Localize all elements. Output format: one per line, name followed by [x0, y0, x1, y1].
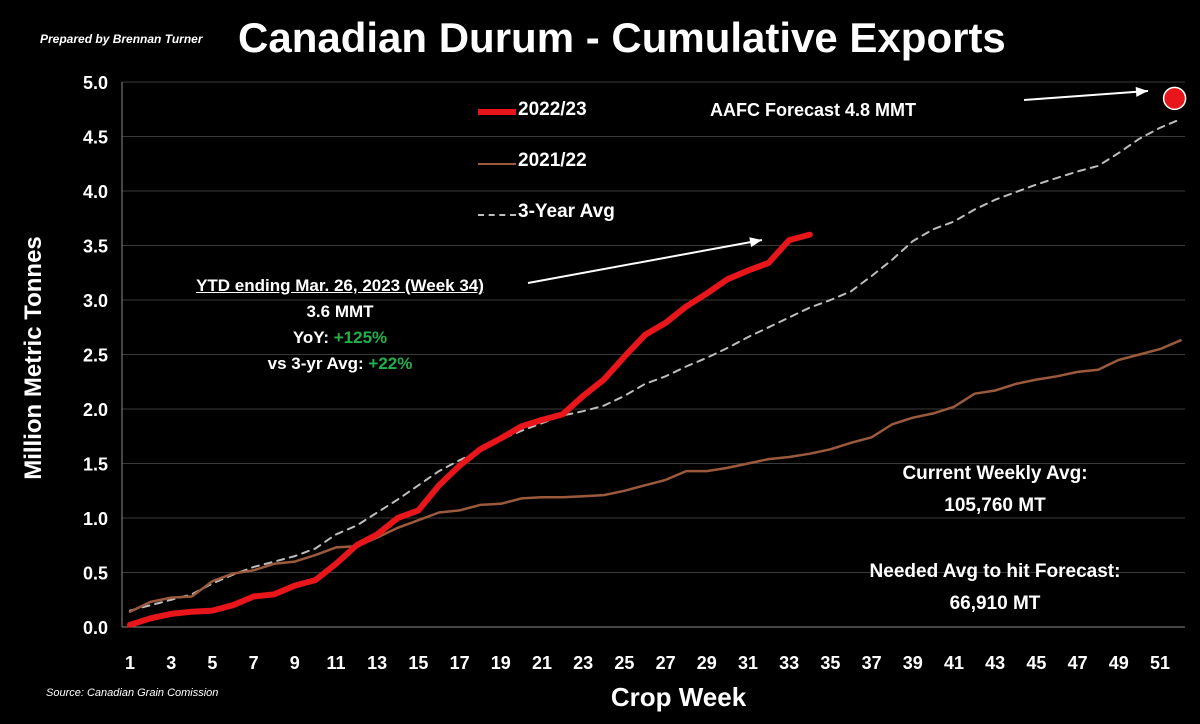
yoy-value: +125%	[333, 328, 388, 347]
y-tick-label: 2.5	[83, 346, 108, 366]
y-tick-label: 1.0	[83, 509, 108, 529]
forecast-point-marker	[1162, 86, 1187, 111]
needed-avg-value: 66,910 MT	[949, 593, 1041, 614]
x-tick-label: 51	[1150, 653, 1170, 673]
series-line-2022-23	[127, 231, 813, 628]
needed-avg-label: Needed Avg to hit Forecast:	[869, 561, 1121, 582]
x-tick-label: 3	[166, 653, 176, 673]
x-tick-label: 35	[820, 653, 840, 673]
x-tick-label: 15	[408, 653, 428, 673]
legend-item-2022-23: 2022/23	[476, 95, 646, 146]
annotation-arrows	[527, 86, 1149, 284]
source-note: Source: Canadian Grain Comission	[46, 687, 219, 699]
x-tick-label: 21	[532, 653, 552, 673]
weekly-avg-value: 105,760 MT	[944, 495, 1046, 516]
legend-label-3yr-avg: 3-Year Avg	[518, 201, 615, 222]
x-tick-label: 43	[985, 653, 1005, 673]
legend-item-2021-22: 2021/22	[476, 146, 646, 197]
x-tick-label: 29	[697, 653, 717, 673]
x-tick-label: 47	[1068, 653, 1088, 673]
yoy-label: YoY:	[292, 328, 334, 347]
x-tick-label: 37	[862, 653, 882, 673]
x-tick-label: 5	[207, 653, 217, 673]
series-line-3yr-avg	[129, 118, 1182, 612]
needed-avg-annotation: Needed Avg to hit Forecast: 66,910 MT	[840, 556, 1150, 620]
series-group	[127, 86, 1187, 628]
y-tick-label: 3.0	[83, 291, 108, 311]
x-tick-label: 17	[450, 653, 470, 673]
legend-swatch-2022-23	[478, 109, 516, 115]
yoy-line: YoY: +125%	[150, 325, 530, 351]
series-line-2021-22	[128, 339, 1182, 613]
ytd-heading: YTD ending Mar. 26, 2023 (Week 34)	[196, 276, 484, 295]
y-tick-label: 4.0	[83, 182, 108, 202]
weekly-avg-label: Current Weekly Avg:	[902, 463, 1088, 484]
y-tick-label: 3.5	[83, 237, 108, 257]
x-tick-label: 19	[491, 653, 511, 673]
y-tick-label: 1.5	[83, 455, 108, 475]
ytd-arrow-shaft	[527, 239, 763, 284]
x-tick-label: 7	[249, 653, 259, 673]
legend-item-3yr-avg: 3-Year Avg	[476, 197, 646, 248]
x-tick-label: 39	[903, 653, 923, 673]
x-tick-label: 9	[290, 653, 300, 673]
y-tick-label: 0.0	[83, 618, 108, 638]
chart-title: Canadian Durum - Cumulative Exports	[238, 14, 1006, 61]
ytd-arrow-head	[749, 237, 762, 248]
x-tick-label: 41	[944, 653, 964, 673]
legend: 2022/23 2021/22 3-Year Avg	[476, 95, 646, 248]
ytd-value: 3.6 MMT	[306, 302, 374, 321]
vs-avg-label: vs 3-yr Avg:	[267, 354, 369, 373]
y-axis: 0.0 0.5 1.0 1.5 2.0 2.5 3.0 3.5 4.0 4.5 5.0	[83, 73, 123, 638]
legend-swatch-2021-22	[478, 163, 516, 165]
forecast-annotation: AAFC Forecast 4.8 MMT	[710, 100, 917, 120]
x-axis-label: Crop Week	[610, 682, 747, 712]
y-tick-label: 4.5	[83, 128, 108, 148]
x-tick-label: 1	[125, 653, 135, 673]
x-tick-label: 45	[1026, 653, 1046, 673]
y-tick-label: 0.5	[83, 564, 108, 584]
y-tick-label: 2.0	[83, 400, 108, 420]
x-tick-label: 31	[738, 653, 758, 673]
legend-label-2021-22: 2021/22	[518, 150, 587, 171]
x-tick-label: 11	[326, 653, 345, 673]
x-tick-label: 25	[614, 653, 634, 673]
vs-avg-line: vs 3-yr Avg: +22%	[150, 351, 530, 377]
x-axis: 1 3 5 7 9 11 13 15 17 19 21 23 25 27 29 31 33 35 37 39 41 43 4…	[122, 626, 1185, 673]
gridlines	[122, 81, 1185, 573]
x-tick-label: 33	[779, 653, 799, 673]
legend-swatch-3yr-avg	[478, 214, 516, 216]
x-tick-label: 13	[367, 653, 387, 673]
forecast-arrow-shaft	[1023, 90, 1149, 101]
x-tick-label: 23	[573, 653, 593, 673]
forecast-arrow-head	[1135, 86, 1148, 97]
vs-avg-value: +22%	[368, 354, 413, 373]
ytd-annotation: YTD ending Mar. 26, 2023 (Week 34) 3.6 M…	[150, 273, 530, 377]
legend-label-2022-23: 2022/23	[518, 99, 587, 120]
x-tick-label: 27	[656, 653, 676, 673]
prepared-by: Prepared by Brennan Turner	[40, 32, 203, 46]
y-axis-label: Million Metric Tonnes	[20, 236, 47, 480]
weekly-avg-annotation: Current Weekly Avg: 105,760 MT	[840, 458, 1150, 522]
y-tick-label: 5.0	[83, 73, 108, 93]
x-tick-label: 49	[1109, 653, 1129, 673]
